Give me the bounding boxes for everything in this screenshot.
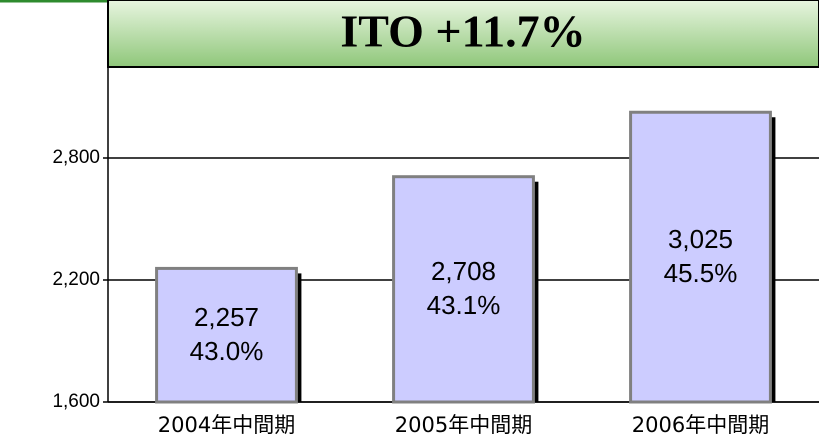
bar-shadow [296, 273, 302, 402]
bar [392, 175, 535, 404]
y-tick-label: 2,200 [52, 269, 100, 290]
y-tick-label: 1,600 [52, 391, 100, 412]
title-box [107, 0, 819, 68]
x-tick-label: 2006年中間期 [632, 413, 769, 437]
y-tick-label: 2,800 [52, 147, 100, 168]
value-label: 2,257 [194, 302, 259, 332]
value-label: 2,708 [431, 256, 496, 286]
bar-shadow [533, 181, 539, 402]
value-label: 3,025 [668, 224, 733, 254]
chart-title: ITO +11.7% [340, 6, 585, 57]
bar-shadow [770, 117, 776, 402]
x-tick-label: 2005年中間期 [395, 413, 532, 437]
bar [629, 110, 772, 404]
bar [155, 266, 298, 404]
share-label: 45.5% [664, 258, 738, 288]
x-tick-label: 2004年中間期 [158, 413, 295, 437]
share-label: 43.1% [427, 290, 501, 320]
share-label: 43.0% [190, 336, 264, 366]
